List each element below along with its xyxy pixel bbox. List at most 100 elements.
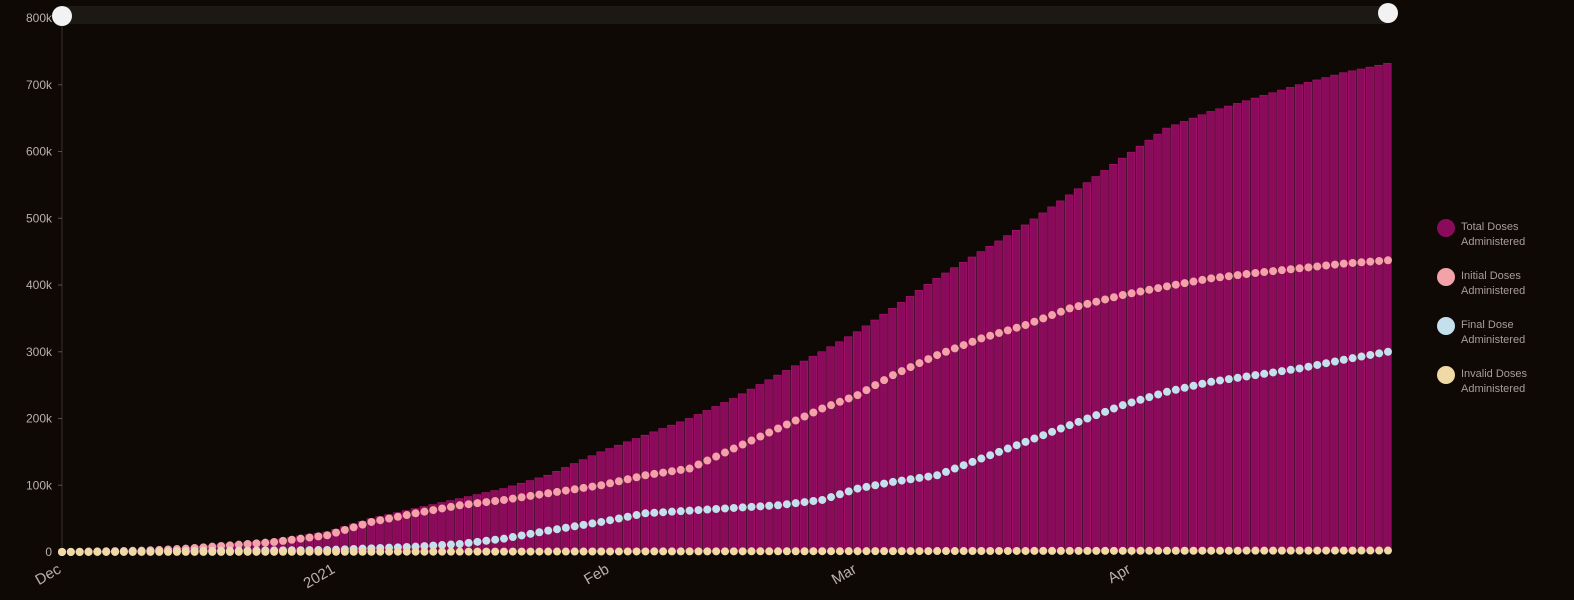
data-point xyxy=(1277,367,1286,376)
data-point xyxy=(1030,434,1039,443)
total-doses-bar xyxy=(1206,111,1215,553)
data-point xyxy=(667,507,676,516)
data-point xyxy=(172,547,181,556)
y-tick-label: 300k xyxy=(26,345,53,359)
data-point xyxy=(1056,307,1065,316)
total-doses-bar xyxy=(914,290,923,553)
total-doses-bar xyxy=(941,272,950,553)
data-point xyxy=(782,420,791,429)
data-point xyxy=(968,547,977,556)
data-point xyxy=(535,490,544,499)
data-point xyxy=(703,547,712,556)
data-point xyxy=(349,523,358,532)
data-point xyxy=(1136,287,1145,296)
data-point xyxy=(491,497,500,505)
data-point xyxy=(986,546,995,555)
slider-track[interactable] xyxy=(62,6,1388,24)
data-point xyxy=(1101,295,1110,304)
data-point xyxy=(1216,546,1225,555)
data-point xyxy=(323,547,332,556)
data-point xyxy=(376,547,385,556)
data-point xyxy=(995,447,1004,456)
data-point xyxy=(880,547,889,556)
data-point xyxy=(968,457,977,466)
data-point xyxy=(1083,546,1092,555)
total-doses-bar xyxy=(1100,170,1109,553)
data-point xyxy=(181,547,190,556)
data-point xyxy=(1233,546,1242,555)
data-point xyxy=(950,344,959,353)
data-point xyxy=(862,547,871,556)
data-point xyxy=(676,465,685,474)
data-point xyxy=(314,547,323,556)
total-doses-bar xyxy=(746,388,756,553)
data-point xyxy=(429,541,438,550)
slider-start-handle[interactable] xyxy=(52,6,72,26)
data-point xyxy=(774,501,783,510)
data-point xyxy=(446,547,455,556)
data-point xyxy=(376,516,385,525)
data-point xyxy=(66,547,75,556)
total-doses-bar xyxy=(1224,105,1233,553)
total-doses-bar xyxy=(649,431,658,553)
data-point xyxy=(1207,546,1216,555)
total-doses-bar xyxy=(729,398,738,553)
total-doses-bar xyxy=(1233,103,1242,553)
y-tick-label: 700k xyxy=(26,78,53,92)
data-point xyxy=(703,456,712,465)
data-point xyxy=(234,547,243,556)
data-point xyxy=(1118,546,1127,555)
data-point xyxy=(950,547,959,556)
data-point xyxy=(1145,393,1154,402)
data-point xyxy=(190,547,199,556)
data-point xyxy=(1154,546,1163,555)
data-point xyxy=(1109,404,1118,413)
data-point xyxy=(614,514,623,523)
data-point xyxy=(491,535,500,544)
data-point xyxy=(119,547,128,556)
data-point xyxy=(561,486,570,495)
data-point xyxy=(84,547,93,556)
data-point xyxy=(1366,546,1375,555)
data-point xyxy=(482,536,491,545)
data-point xyxy=(809,408,818,417)
data-point xyxy=(915,547,924,556)
data-point xyxy=(1074,302,1083,311)
data-point xyxy=(225,547,234,556)
data-point xyxy=(827,547,836,556)
data-point xyxy=(1357,352,1366,361)
legend-swatch xyxy=(1437,366,1455,384)
total-doses-bar xyxy=(1365,66,1374,553)
data-point xyxy=(438,504,447,513)
total-doses-bar xyxy=(640,434,649,553)
data-point xyxy=(1039,546,1048,555)
data-point xyxy=(111,547,120,556)
data-point xyxy=(473,547,482,556)
data-point xyxy=(164,547,173,556)
data-point xyxy=(1092,297,1101,306)
range-slider[interactable] xyxy=(52,3,1398,26)
data-point xyxy=(1295,546,1304,555)
data-point xyxy=(1322,261,1331,270)
data-point xyxy=(1216,376,1225,385)
data-point xyxy=(791,416,800,425)
data-point xyxy=(800,547,809,556)
total-doses-bar xyxy=(1047,206,1056,553)
data-point xyxy=(1012,441,1021,450)
total-doses-bar xyxy=(1339,72,1348,553)
data-point xyxy=(685,547,694,556)
data-point xyxy=(340,547,349,556)
data-point xyxy=(915,473,924,482)
data-point xyxy=(650,508,659,517)
data-point xyxy=(800,412,809,421)
total-doses-bar xyxy=(684,418,694,553)
data-point xyxy=(721,448,729,457)
data-point xyxy=(508,494,517,503)
total-doses-bar xyxy=(1171,124,1180,553)
total-doses-bar xyxy=(782,370,791,553)
slider-end-handle[interactable] xyxy=(1378,3,1398,23)
total-doses-bar xyxy=(905,296,915,553)
data-point xyxy=(1074,417,1083,426)
total-doses-bar xyxy=(967,256,977,553)
